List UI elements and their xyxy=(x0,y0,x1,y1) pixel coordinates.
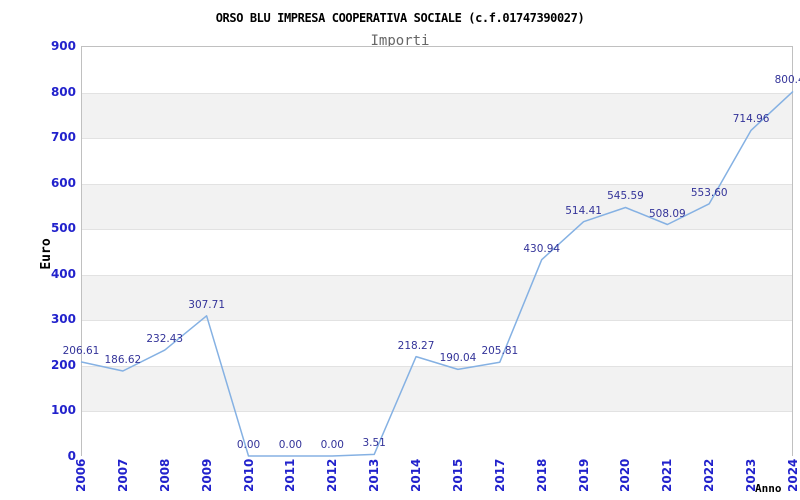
data-point-label: 307.71 xyxy=(188,298,226,311)
data-point-label: 0.00 xyxy=(320,439,344,451)
data-point-label: 714.96 xyxy=(732,113,770,126)
y-tick-label: 200 xyxy=(50,357,76,372)
x-tick-label: 2015 xyxy=(450,458,465,492)
x-tick-label: 2024 xyxy=(786,458,800,492)
plot-band xyxy=(82,411,792,457)
y-tick-label: 800 xyxy=(50,84,76,99)
gridline xyxy=(82,229,792,231)
gridline xyxy=(82,320,792,322)
x-tick-label: 2022 xyxy=(702,458,717,492)
gridline xyxy=(82,183,792,185)
y-tick-label: 100 xyxy=(50,403,76,418)
x-tick-label: 2012 xyxy=(325,458,340,492)
y-tick-label: 300 xyxy=(50,312,76,327)
data-point-label: 205.81 xyxy=(481,345,519,358)
gridline xyxy=(82,138,792,140)
data-point-label: 508.09 xyxy=(648,207,686,220)
y-tick-label: 700 xyxy=(50,130,76,145)
x-tick-label: 2020 xyxy=(618,458,633,492)
x-tick-label: 2018 xyxy=(534,458,549,492)
chart-subtitle: Importi xyxy=(370,33,430,49)
data-point-label: 800.40 xyxy=(774,74,800,87)
plot-band xyxy=(82,138,792,184)
y-tick-label: 400 xyxy=(50,266,76,281)
x-tick-label: 2017 xyxy=(492,458,507,492)
data-point-label: 190.04 xyxy=(439,352,477,365)
data-point-label: 232.43 xyxy=(146,333,184,346)
x-tick-label: 2008 xyxy=(157,458,172,492)
gridline xyxy=(82,92,792,94)
y-tick-label: 500 xyxy=(50,221,76,236)
x-tick-label: 2019 xyxy=(576,458,591,492)
data-point-label: 186.62 xyxy=(104,353,142,366)
x-tick-label: 2009 xyxy=(199,458,214,492)
x-tick-label: 2007 xyxy=(115,458,130,492)
x-axis-title: Anno xyxy=(755,482,782,495)
data-point-label: 206.61 xyxy=(62,344,100,357)
x-tick-label: 2023 xyxy=(744,458,759,492)
plot-band xyxy=(82,229,792,275)
y-tick-label: 900 xyxy=(50,39,76,53)
chart-title: ORSO BLU IMPRESA COOPERATIVA SOCIALE (c.… xyxy=(215,11,585,25)
data-point-label: 3.51 xyxy=(362,437,386,450)
y-tick-label: 0 xyxy=(67,449,76,463)
gridline xyxy=(82,411,792,413)
y-tick-label: 600 xyxy=(50,175,76,190)
x-tick-label: 2010 xyxy=(241,458,256,492)
x-tick-label: 2013 xyxy=(367,458,382,492)
plot-band xyxy=(82,47,792,93)
plot-band xyxy=(82,365,792,412)
data-point-label: 430.94 xyxy=(523,242,561,255)
gridline xyxy=(82,274,792,276)
x-tick-label: 2021 xyxy=(660,458,675,492)
data-point-label: 0.00 xyxy=(236,439,261,451)
gridline xyxy=(82,365,792,367)
x-tick-label: 2014 xyxy=(409,458,424,492)
data-point-label: 218.27 xyxy=(397,339,435,352)
data-point-label: 514.41 xyxy=(565,204,602,217)
x-tick-label: 2006 xyxy=(74,458,88,492)
plot-area xyxy=(81,46,793,457)
data-point-label: 553.60 xyxy=(690,186,728,199)
plot-band xyxy=(82,92,792,139)
data-point-label: 0.00 xyxy=(278,439,303,451)
data-point-label: 545.59 xyxy=(607,190,644,203)
x-tick-label: 2011 xyxy=(283,458,298,492)
